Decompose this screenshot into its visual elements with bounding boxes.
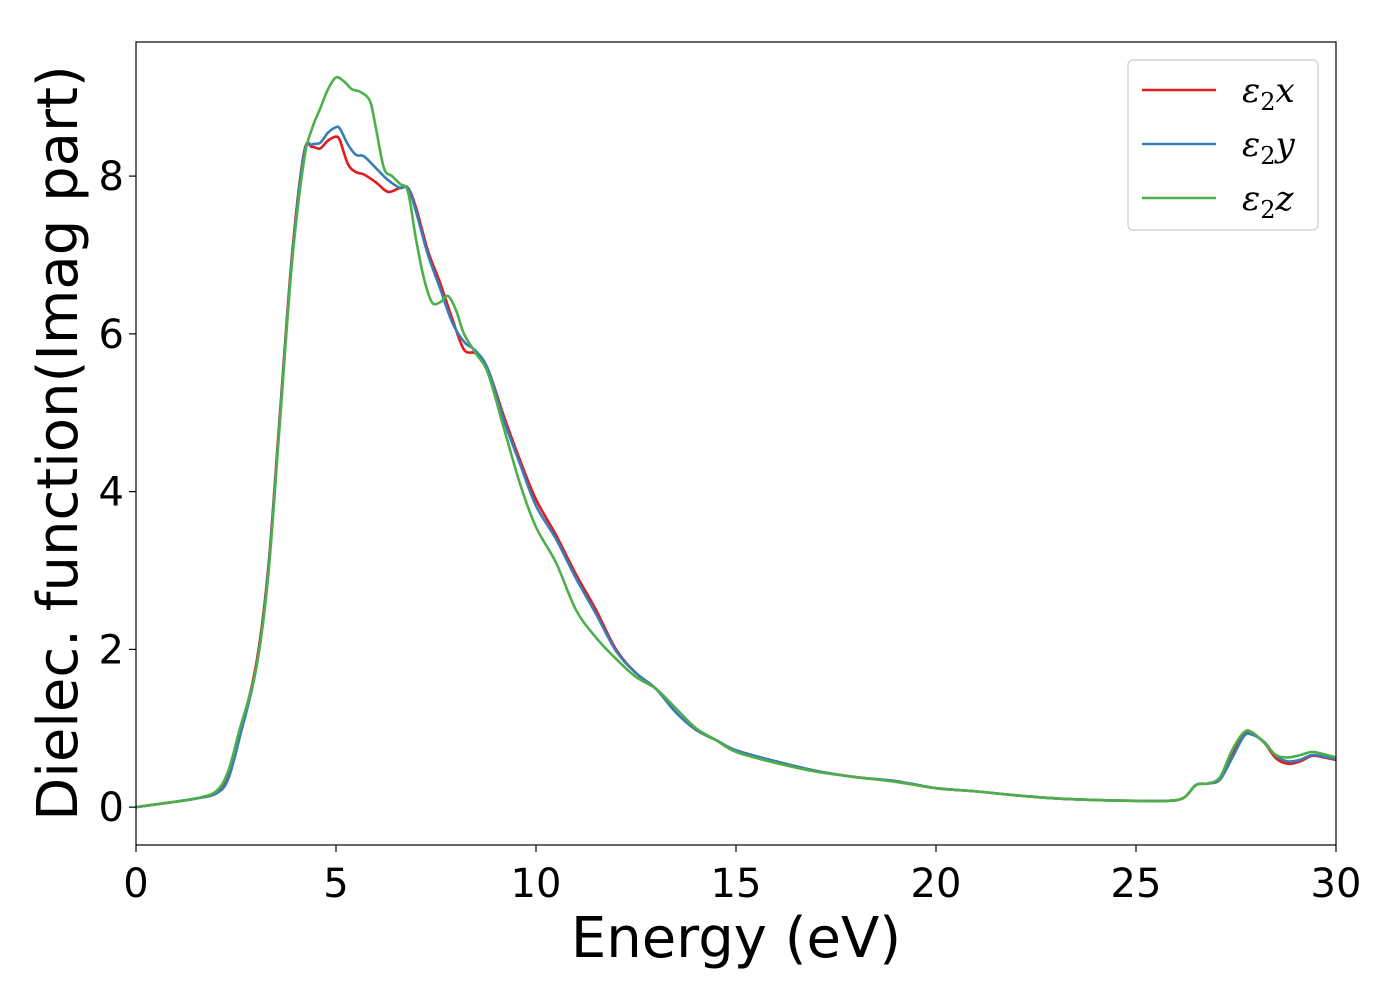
x-axis: 0 5 10 15 20 25 30	[123, 845, 1361, 907]
x-tick-label: 15	[711, 861, 762, 907]
x-tick-label: 25	[1111, 861, 1162, 907]
legend-box	[1127, 59, 1319, 231]
x-tick-label: 30	[1311, 861, 1362, 907]
legend-label-x: ε2x	[1242, 71, 1295, 116]
y-tick-label: 6	[99, 312, 124, 358]
y-tick-label: 8	[99, 154, 124, 200]
y-axis-title: Dielec. function(Imag part)	[26, 65, 91, 821]
y-tick-label: 4	[99, 470, 124, 516]
y-tick-label: 2	[99, 627, 124, 673]
y-axis: 0 2 4 6 8	[99, 154, 136, 831]
x-tick-label: 5	[323, 861, 348, 907]
legend: ε2x ε2y ε2z	[1127, 59, 1319, 231]
legend-label-y: ε2y	[1242, 125, 1296, 170]
series-layer	[135, 75, 1337, 809]
x-tick-label: 20	[911, 861, 962, 907]
y-tick-label: 0	[99, 785, 124, 831]
legend-label-z: ε2z	[1242, 179, 1295, 224]
series-line-z	[135, 75, 1337, 809]
x-axis-title: Energy (eV)	[571, 906, 901, 971]
x-tick-label: 10	[511, 861, 562, 907]
x-tick-label: 0	[123, 861, 148, 907]
